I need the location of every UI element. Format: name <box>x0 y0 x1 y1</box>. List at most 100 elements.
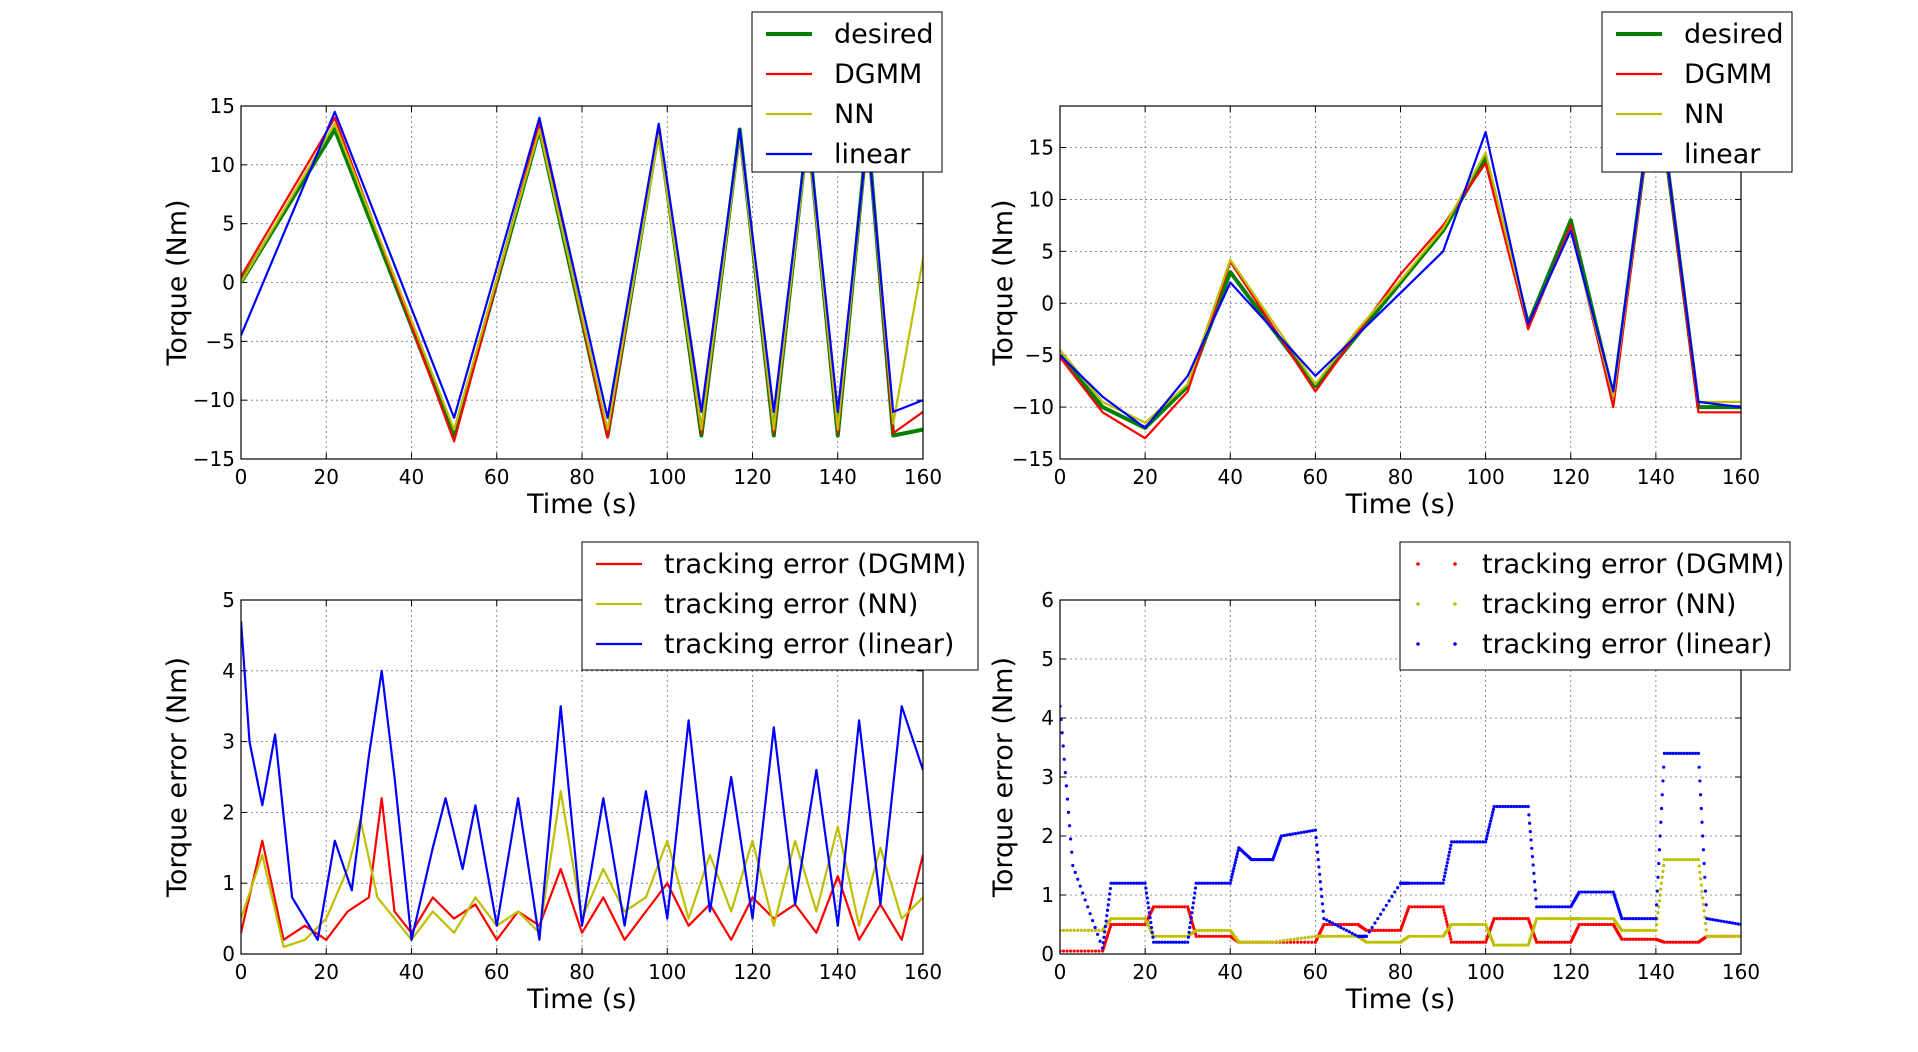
data-point <box>1319 887 1323 891</box>
data-point <box>1285 833 1289 837</box>
data-point <box>1292 940 1296 944</box>
data-point <box>1418 905 1422 909</box>
data-point <box>1583 917 1587 921</box>
data-point <box>1443 914 1447 918</box>
data-point <box>1532 871 1536 875</box>
data-point <box>1396 940 1400 944</box>
data-point <box>1659 887 1663 891</box>
data-point <box>1577 890 1581 894</box>
data-point <box>1642 928 1647 933</box>
data-point <box>1259 940 1264 944</box>
data-point <box>1140 922 1144 927</box>
data-point <box>1701 834 1705 838</box>
data-point <box>1305 829 1309 834</box>
data-point <box>1064 784 1068 788</box>
data-point <box>1108 887 1112 891</box>
data-point <box>1452 940 1457 944</box>
data-point <box>1342 927 1346 931</box>
data-point <box>1163 905 1167 909</box>
data-point <box>1373 940 1377 944</box>
y-tick-label: 5 <box>1041 239 1054 263</box>
data-point <box>1333 922 1337 927</box>
data-point <box>1413 934 1417 938</box>
data-point <box>1073 870 1077 874</box>
data-point <box>1393 928 1397 933</box>
data-point <box>1396 886 1400 890</box>
data-point <box>1220 934 1224 938</box>
data-point <box>1475 840 1479 844</box>
data-point <box>1698 877 1703 881</box>
data-point <box>1060 731 1064 735</box>
data-point <box>1186 935 1190 939</box>
data-point <box>1642 937 1647 941</box>
data-point <box>1591 922 1596 927</box>
data-point <box>1676 940 1681 944</box>
chart-1: 0 20 40 60 80 100 120 140 160 −15 −10 −5 0 5 10 15 Time … <box>162 11 943 520</box>
data-point <box>1685 751 1689 756</box>
data-point <box>1512 943 1516 947</box>
data-point <box>1657 905 1661 909</box>
data-point <box>1685 858 1689 862</box>
data-point <box>1320 902 1325 906</box>
data-point <box>1067 824 1072 828</box>
data-point <box>1145 896 1149 900</box>
data-point <box>1640 917 1644 921</box>
data-point <box>1086 928 1090 933</box>
data-point <box>1095 932 1100 936</box>
data-point <box>1606 917 1610 921</box>
legend-entry: tracking error (NN) <box>664 589 918 620</box>
data-point <box>1491 810 1495 815</box>
y-tick-label: 0 <box>1041 942 1054 966</box>
data-point <box>1370 940 1374 944</box>
data-point <box>1208 881 1212 885</box>
data-point <box>1069 928 1073 933</box>
data-point <box>1240 940 1244 944</box>
data-point <box>1370 928 1374 933</box>
data-point <box>1379 912 1383 916</box>
data-point <box>1540 917 1544 921</box>
x-axis-label: Time (s) <box>526 984 637 1015</box>
data-point <box>1413 881 1417 885</box>
data-point <box>1566 905 1570 909</box>
data-point <box>1222 934 1227 938</box>
data-point <box>1472 840 1476 844</box>
x-tick-label: 80 <box>1388 960 1413 984</box>
data-point <box>1148 916 1152 920</box>
legend-entry: tracking error (linear) <box>664 629 954 660</box>
data-point <box>1072 949 1076 953</box>
data-point <box>1076 949 1080 953</box>
data-point <box>1445 922 1449 927</box>
data-point <box>1655 889 1659 893</box>
data-point <box>1376 917 1380 921</box>
data-point <box>1069 837 1073 841</box>
data-point <box>1132 917 1136 921</box>
x-tick-label: 100 <box>1467 465 1505 489</box>
data-point <box>1103 924 1107 929</box>
data-point <box>1132 881 1136 885</box>
legend-entry: desired <box>834 19 934 50</box>
data-point <box>1214 928 1218 933</box>
data-point <box>1532 880 1537 884</box>
data-point <box>1194 934 1198 938</box>
data-point <box>1701 902 1706 906</box>
x-tick-label: 80 <box>569 960 594 984</box>
data-point <box>1076 877 1080 881</box>
data-point <box>1467 922 1471 927</box>
data-point <box>1157 934 1161 938</box>
y-tick-label: 10 <box>1029 187 1054 211</box>
data-point <box>1509 943 1513 947</box>
series-group <box>1060 704 1741 953</box>
data-point <box>1549 917 1553 921</box>
y-tick-label: 5 <box>222 588 235 612</box>
data-point <box>1432 905 1437 909</box>
data-point <box>1523 943 1527 947</box>
data-point <box>1282 833 1286 838</box>
y-tick-label: 15 <box>210 94 235 118</box>
data-point <box>1268 940 1272 944</box>
data-point <box>1086 949 1090 953</box>
data-point <box>1190 911 1194 915</box>
data-point <box>1413 905 1417 909</box>
x-tick-label: 0 <box>235 465 248 489</box>
data-point <box>1484 837 1488 841</box>
data-point <box>1713 934 1718 938</box>
